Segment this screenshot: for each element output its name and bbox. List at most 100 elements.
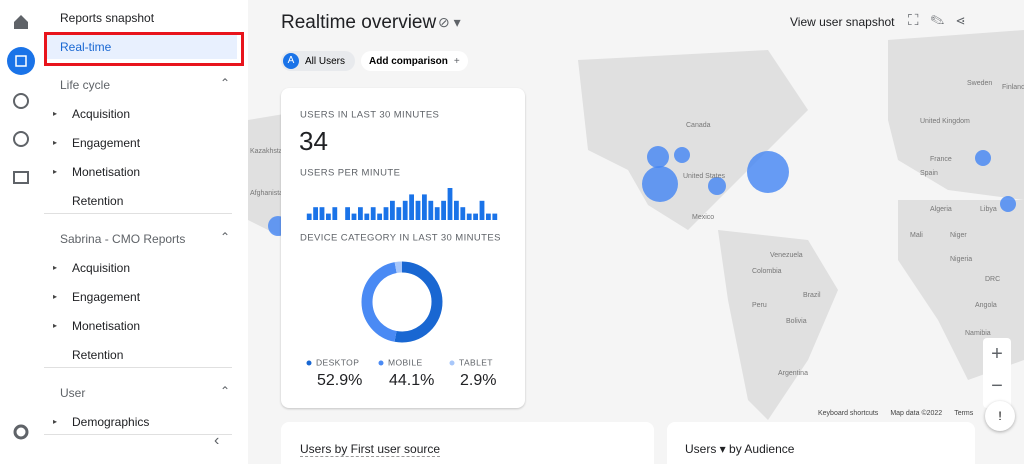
- chip-label: All Users: [305, 55, 346, 67]
- users-count: 34: [299, 126, 328, 156]
- chip-avatar: A: [283, 53, 299, 69]
- bar: [428, 200, 434, 220]
- land-north-america: [578, 50, 808, 230]
- map-label: Sweden: [967, 80, 993, 87]
- nav-item[interactable]: Retention: [72, 348, 124, 362]
- device-title: DEVICE CATEGORY IN LAST 30 MINUTES: [300, 233, 501, 244]
- bar: [377, 213, 382, 220]
- title-status[interactable]: ⊘ ▾: [438, 14, 461, 30]
- source-card-title[interactable]: Users by First user source: [300, 442, 441, 457]
- map-label: United Kingdom: [920, 118, 970, 125]
- bar: [441, 200, 446, 220]
- add-comparison[interactable]: Add comparison +: [361, 51, 468, 71]
- expand-arrow[interactable]: ▸: [53, 109, 58, 118]
- bar: [364, 213, 370, 220]
- bar: [466, 213, 472, 220]
- section-title[interactable]: User: [60, 386, 86, 400]
- map-bubble: [747, 151, 789, 193]
- dimension-label: by Audience: [729, 442, 795, 456]
- map-footer: Keyboard shortcuts Map data ©2022 Terms: [818, 410, 985, 417]
- realtime-card: USERS IN LAST 30 MINUTES 34 USERS PER MINU…: [281, 88, 525, 408]
- audience-card-title: Users ▾ by Audience: [685, 442, 795, 456]
- explore-icon[interactable]: [13, 93, 29, 109]
- map-label: Mexico: [692, 214, 715, 221]
- legend-dot: [449, 360, 455, 366]
- map-label: Algeria: [930, 206, 952, 213]
- expand-arrow[interactable]: ▸: [53, 263, 58, 272]
- configure-icon[interactable]: [13, 171, 29, 184]
- map-label: United States: [683, 173, 726, 180]
- all-users-chip[interactable]: A All Users: [281, 51, 356, 71]
- map-label: Afghanistan: [250, 190, 287, 197]
- collapse-button[interactable]: ‹: [214, 432, 220, 449]
- expand-arrow[interactable]: ▸: [53, 138, 58, 147]
- view-snapshot[interactable]: View user snapshot: [790, 15, 895, 29]
- bar: [473, 213, 478, 220]
- map-label: Brazil: [803, 292, 821, 299]
- section-title[interactable]: Life cycle: [60, 78, 111, 92]
- map-label: Spain: [920, 170, 938, 177]
- bar: [370, 207, 376, 220]
- map-label: Peru: [752, 302, 767, 309]
- expand-arrow[interactable]: ▸: [53, 417, 58, 426]
- bar: [479, 200, 485, 220]
- map-label: Venezuela: [770, 252, 803, 259]
- map-label: France: [930, 156, 952, 163]
- bar: [454, 200, 459, 220]
- page-title: Realtime overview: [281, 12, 437, 33]
- bar: [306, 213, 312, 220]
- bar: [351, 213, 357, 220]
- map-bubble: [674, 147, 690, 163]
- nav-item-active[interactable]: Real-time: [47, 35, 237, 59]
- expand-arrow[interactable]: ▸: [53, 167, 58, 176]
- nav-item[interactable]: Retention: [72, 194, 124, 208]
- bar: [358, 207, 363, 220]
- nav-item[interactable]: Acquisition: [72, 261, 131, 275]
- legend-label: MOBILE: [388, 357, 423, 367]
- bar: [486, 213, 491, 220]
- advertising-icon[interactable]: [13, 131, 29, 147]
- metric-dropdown[interactable]: Users: [685, 442, 717, 456]
- home-icon[interactable]: [14, 15, 28, 29]
- chevron[interactable]: ⌃: [220, 384, 231, 398]
- bar: [345, 207, 350, 220]
- map-label: Namibia: [965, 330, 991, 337]
- source-card: Users by First user source: [281, 422, 654, 464]
- bar: [434, 207, 440, 220]
- bar: [460, 207, 466, 220]
- nav-item[interactable]: Engagement: [72, 290, 141, 304]
- expand-arrow[interactable]: ▸: [53, 321, 58, 330]
- settings-icon[interactable]: [13, 424, 29, 440]
- header-icons[interactable]: ⛶✎⋖: [908, 12, 977, 29]
- donut-segment: [394, 261, 403, 274]
- map-footer-link[interactable]: Keyboard shortcuts: [818, 410, 879, 417]
- donut-segment: [361, 262, 397, 342]
- nav-item[interactable]: Engagement: [72, 136, 141, 150]
- nav-item[interactable]: Acquisition: [72, 107, 131, 121]
- nav-item[interactable]: Demographics: [72, 415, 150, 429]
- map-footer-link[interactable]: Terms: [954, 410, 974, 417]
- section-title[interactable]: Sabrina - CMO Reports: [60, 232, 186, 246]
- land-africa: [898, 200, 1024, 380]
- chevron[interactable]: ⌃: [220, 76, 231, 90]
- map-label: DRC: [985, 276, 1001, 283]
- legend-dot: [306, 360, 312, 366]
- map-label: Niger: [950, 232, 967, 239]
- map-label: Libya: [980, 206, 997, 213]
- chevron[interactable]: ⌃: [220, 230, 231, 244]
- feedback-button[interactable]: !: [985, 401, 1015, 431]
- divider: [44, 434, 232, 435]
- nav-item[interactable]: Monetisation: [72, 319, 141, 333]
- zoom-controls[interactable]: + −: [983, 338, 1011, 408]
- bar: [422, 194, 427, 220]
- map-label: Colombia: [752, 268, 782, 275]
- nav-item[interactable]: Reports snapshot: [60, 11, 155, 25]
- nav-item[interactable]: Monetisation: [72, 165, 141, 179]
- map-footer-link[interactable]: Map data ©2022: [890, 410, 943, 417]
- rail-icons: [7, 15, 35, 440]
- donut-segment: [394, 261, 443, 343]
- reports-icon[interactable]: [7, 47, 35, 75]
- map-label: Bolivia: [786, 318, 807, 325]
- expand-arrow[interactable]: ▸: [53, 292, 58, 301]
